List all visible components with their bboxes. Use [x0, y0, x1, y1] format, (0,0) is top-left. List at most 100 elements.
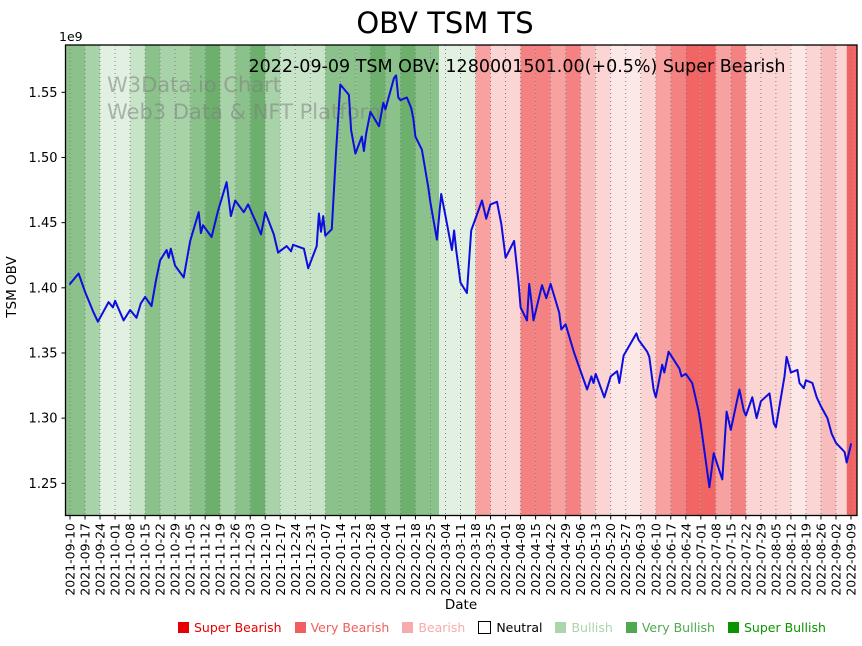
sentiment-band: [670, 45, 686, 516]
x-tick-label: 2022-02-11: [393, 523, 408, 596]
x-tick-label: 2022-09-02: [828, 523, 843, 596]
x-tick-label: 2021-09-10: [63, 523, 78, 596]
sentiment-band: [760, 45, 776, 516]
legend-item-super-bearish: Super Bearish: [178, 620, 282, 635]
legend: Super Bearish Very Bearish Bearish Neutral B…: [178, 620, 839, 635]
sentiment-band: [640, 45, 656, 516]
sentiment-band: [730, 45, 746, 516]
x-tick-label: 2022-07-01: [693, 523, 708, 596]
sentiment-band: [115, 45, 131, 516]
sentiment-band: [550, 45, 566, 516]
x-tick-label: 2022-08-26: [813, 523, 828, 596]
legend-item-bullish: Bullish: [555, 620, 613, 635]
x-tick-label: 2022-06-10: [648, 523, 663, 596]
sentiment-band: [175, 45, 191, 516]
legend-swatch-icon: [727, 622, 739, 633]
y-tick-label: 1.25: [29, 477, 58, 492]
x-tick-label: 2022-05-20: [603, 523, 618, 596]
sentiment-band: [535, 45, 551, 516]
legend-label: Bearish: [418, 620, 466, 635]
x-tick-label: 2021-11-26: [228, 523, 243, 596]
x-tick-label: 2021-10-29: [168, 523, 183, 596]
x-tick-label: 2022-06-17: [663, 523, 678, 596]
sentiment-band: [310, 45, 326, 516]
x-tick-label: 2022-08-19: [798, 523, 813, 596]
x-tick-label: 2022-07-29: [753, 523, 768, 596]
y-tick-label: 1.50: [29, 151, 58, 166]
watermark-line2: Web3 Data & NFT Platform: [107, 100, 388, 124]
y-tick-label: 1.40: [29, 281, 58, 296]
sentiment-band: [520, 45, 536, 516]
legend-item-neutral: Neutral: [478, 620, 542, 635]
x-tick-label: 2021-09-24: [93, 523, 108, 596]
legend-swatch-icon: [294, 622, 306, 633]
sentiment-band: [685, 45, 701, 516]
legend-label: Neutral: [496, 620, 543, 635]
sentiment-band: [265, 45, 281, 516]
x-tick-label: 2022-08-12: [783, 523, 798, 596]
x-tick-label: 2021-12-10: [258, 523, 273, 596]
y-axis-offset-label: 1e9: [59, 29, 83, 44]
sentiment-band: [355, 45, 371, 516]
x-tick-label: 2021-11-19: [213, 523, 228, 596]
y-axis-label: TSM OBV: [4, 256, 20, 319]
sentiment-band: [220, 45, 236, 516]
legend-label: Super Bullish: [743, 620, 826, 635]
legend-item-bearish: Bearish: [402, 620, 465, 635]
x-tick-label: 2021-11-05: [183, 523, 198, 596]
x-tick-label: 2022-04-08: [513, 523, 528, 596]
chart-subtitle: 2022-09-09 TSM OBV: 1280001501.00(+0.5%)…: [248, 57, 785, 77]
x-tick-label: 2021-10-15: [138, 523, 153, 596]
x-tick-label: 2021-09-17: [78, 523, 93, 596]
x-tick-label: 2022-05-13: [588, 523, 603, 596]
sentiment-band: [846, 45, 857, 516]
sentiment-band: [580, 45, 596, 516]
legend-swatch-icon: [625, 622, 637, 633]
y-tick-label: 1.55: [29, 86, 58, 101]
sentiment-band: [325, 45, 341, 516]
sentiment-band: [610, 45, 626, 516]
x-tick-label: 2022-01-28: [363, 523, 378, 596]
obv-line-series: [69, 74, 852, 489]
legend-item-super-bullish: Super Bullish: [727, 620, 826, 635]
legend-item-very-bullish: Very Bullish: [625, 620, 715, 635]
x-tick-label: 2021-10-08: [123, 523, 138, 596]
gridlines: [69, 45, 852, 516]
y-ticks: 1.25 1.30 1.35 1.40 1.45 1.50 1.55: [29, 86, 66, 492]
x-tick-label: 2022-07-15: [723, 523, 738, 596]
sentiment-band: [295, 45, 311, 516]
sentiment-band: [790, 45, 806, 516]
x-tick-label: 2021-12-03: [243, 523, 258, 596]
sentiment-band: [655, 45, 671, 516]
sentiment-band: [340, 45, 356, 516]
sentiment-band: [160, 45, 176, 516]
x-tick-label: 2021-12-24: [288, 523, 303, 596]
sentiment-band: [625, 45, 641, 516]
legend-item-very-bearish: Very Bearish: [294, 620, 389, 635]
x-tick-label: 2022-05-27: [618, 523, 633, 596]
sentiment-band: [250, 45, 266, 516]
sentiment-band: [65, 45, 86, 516]
sentiment-band: [205, 45, 221, 516]
sentiment-band: [565, 45, 581, 516]
x-tick-label: 2021-12-31: [303, 523, 318, 596]
sentiment-band: [775, 45, 791, 516]
sentiment-band: [190, 45, 206, 516]
legend-swatch-icon: [402, 622, 414, 633]
x-tick-label: 2022-04-22: [543, 523, 558, 596]
x-tick-label: 2021-10-01: [108, 523, 123, 596]
x-tick-label: 2022-03-11: [453, 523, 468, 596]
legend-swatch-icon: [478, 621, 492, 634]
x-tick-label: 2022-02-25: [423, 523, 438, 596]
sentiment-band: [130, 45, 146, 516]
x-tick-label: 2022-07-08: [708, 523, 723, 596]
sentiment-band: [715, 45, 731, 516]
x-tick-label: 2022-05-06: [573, 523, 588, 596]
x-tick-label: 2022-04-01: [498, 523, 513, 596]
plot-border: [64, 44, 858, 517]
x-tick-label: 2021-11-12: [198, 523, 213, 596]
legend-label: Very Bullish: [641, 620, 715, 635]
sentiment-band: [595, 45, 611, 516]
x-tick-label: 2022-04-15: [528, 523, 543, 596]
